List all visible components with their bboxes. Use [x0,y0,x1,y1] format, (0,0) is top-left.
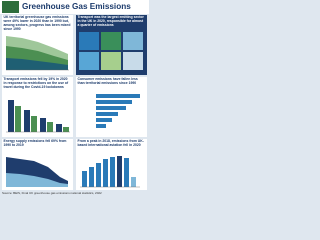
icon-grid [79,32,143,70]
panel: From a peak in 2018, emissions from UK-b… [76,139,147,190]
bar-chart [80,156,140,188]
panel: UK territorial greenhouse gas emissions … [2,15,73,75]
panel-heading: UK territorial greenhouse gas emissions … [3,15,71,31]
panel: Consumer emissions have fallen less than… [76,77,147,137]
header: Greenhouse Gas Emissions [0,0,149,14]
page: Greenhouse Gas Emissions UK territorial … [0,0,149,198]
panel: Transport was the largest emitting secto… [76,15,147,75]
panel-heading: Transport emissions fell by 19% in 2020 … [3,77,69,89]
panel-heading: Transport was the largest emitting secto… [77,15,144,27]
hbar-chart [96,94,140,128]
panel-heading: Consumer emissions have fallen less than… [77,77,138,85]
panel: Energy supply emissions fell 69% from 19… [2,139,73,190]
panel-heading: From a peak in 2018, emissions from UK-b… [77,139,144,147]
title: Greenhouse Gas Emissions [22,2,131,11]
area-chart [6,157,68,187]
bar-chart [6,100,70,133]
area-chart [6,36,69,71]
logo [2,1,19,13]
panel: Transport emissions fell by 19% in 2020 … [2,77,73,137]
panel-heading: Energy supply emissions fell 69% from 19… [3,139,67,147]
footer: Source: BEIS, Final UK greenhouse gas em… [2,191,102,195]
